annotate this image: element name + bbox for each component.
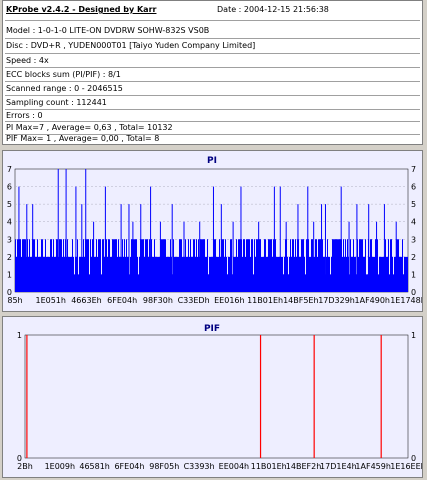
y-tick-label-right: 1 — [411, 270, 416, 279]
x-tick-label: C3393h — [184, 462, 215, 471]
y-tick-label-right: 6 — [411, 183, 416, 192]
y-tick-label-left: 0 — [7, 288, 12, 297]
y-tick-label-right: 1 — [411, 331, 416, 340]
y-tick-label-left: 4 — [7, 218, 12, 227]
separator — [5, 134, 420, 135]
x-tick-label: 14BF5Eh — [283, 296, 318, 305]
x-tick-label: EE016h — [214, 296, 244, 305]
info-model: Model : 1-0-1-0 LITE-ON DVDRW SOHW-832S … — [6, 26, 210, 35]
x-tick-label: 11B01Eh — [247, 296, 283, 305]
x-tick-label: 98F30h — [143, 296, 173, 305]
pi-chart-panel: PI 0 0 1 1 2 2 3 3 4 4 5 5 6 6 7 7 85h 1E051h 4663Eh 6FE04h… — [2, 150, 426, 312]
x-tick-label: 6FE04h — [114, 462, 144, 471]
separator — [5, 95, 420, 96]
x-tick-label: 1E051h — [35, 296, 65, 305]
y-tick-label-right: 0 — [411, 288, 416, 297]
y-tick-label-left: 2 — [7, 253, 12, 262]
pif-chart: PIF 0 0 1 1 2Bh 1E009h 46581h 6FE04h 98F05h C3393… — [17, 324, 426, 471]
x-tick-label: 1E1748h — [390, 296, 422, 305]
x-tick-label: 1E009h — [45, 462, 75, 471]
y-tick-label-right: 5 — [411, 200, 416, 209]
pif-chart-title: PIF — [204, 324, 220, 334]
separator — [5, 121, 420, 122]
x-tick-label: 98F05h — [149, 462, 179, 471]
info-pi-stats: PI Max=7 , Average= 0,63 , Total= 10132 — [6, 123, 173, 132]
x-tick-label: 85h — [7, 296, 22, 305]
x-tick-label: EE004h — [219, 462, 249, 471]
info-sampling: Sampling count : 112441 — [6, 98, 107, 107]
x-tick-label: 11B01Eh — [251, 462, 287, 471]
separator — [5, 38, 420, 39]
separator — [5, 53, 420, 54]
x-tick-label: 17D329h — [318, 296, 355, 305]
x-tick-label: 1AF459h — [355, 462, 391, 471]
info-range: Scanned range : 0 - 2046515 — [6, 84, 123, 93]
x-tick-label: 14BEF2h — [286, 462, 321, 471]
plot-area — [24, 334, 409, 459]
info-disc: Disc : DVD+R , YUDEN000T01 [Taiyo Yuden … — [6, 41, 256, 50]
x-tick-label: 17D1E4h — [320, 462, 357, 471]
y-tick-label-right: 2 — [411, 253, 416, 262]
info-errors: Errors : 0 — [6, 111, 43, 120]
scan-date: Date : 2004-12-15 21:56:38 — [217, 5, 329, 14]
info-ecc: ECC blocks sum (PI/PIF) : 8/1 — [6, 70, 121, 79]
pif-chart-panel: PIF 0 0 1 1 2Bh 1E009h 46581h 6FE04h 98F05h C3393… — [2, 316, 426, 478]
y-tick-label-left: 1 — [7, 270, 12, 279]
y-tick-label-left: 3 — [7, 235, 12, 244]
y-tick-label-left: 6 — [7, 183, 12, 192]
separator — [5, 109, 420, 110]
x-tick-label: C33EDh — [178, 296, 210, 305]
y-tick-label-left: 7 — [7, 165, 12, 174]
y-tick-label-right: 7 — [411, 165, 416, 174]
x-tick-label: 1AF490h — [355, 296, 391, 305]
y-tick-label-left: 0 — [17, 454, 22, 463]
x-tick-label: 46581h — [79, 462, 110, 471]
info-panel: KProbe v2.4.2 - Designed by Karr Date : … — [2, 0, 423, 145]
y-tick-label-left: 5 — [7, 200, 12, 209]
info-speed: Speed : 4x — [6, 56, 49, 65]
pi-chart-title: PI — [207, 156, 217, 166]
separator — [5, 81, 420, 82]
x-tick-label: 6FE04h — [107, 296, 137, 305]
separator — [5, 67, 420, 68]
y-tick-label-left: 1 — [17, 331, 22, 340]
x-tick-label: 4663Eh — [71, 296, 101, 305]
x-tick-label: 2Bh — [17, 462, 33, 471]
info-pif-stats: PIF Max= 1 , Average= 0,00 , Total= 8 — [6, 134, 160, 143]
y-tick-label-right: 4 — [411, 218, 416, 227]
x-tick-label: 1E16EEh — [390, 462, 422, 471]
y-tick-label-right: 3 — [411, 235, 416, 244]
pi-chart: PI 0 0 1 1 2 2 3 3 4 4 5 5 6 6 7 7 85h 1E051h 4663Eh 6FE04h… — [7, 156, 426, 305]
separator — [5, 20, 420, 21]
app-title: KProbe v2.4.2 - Designed by Karr — [6, 5, 157, 14]
y-tick-label-right: 0 — [411, 454, 416, 463]
